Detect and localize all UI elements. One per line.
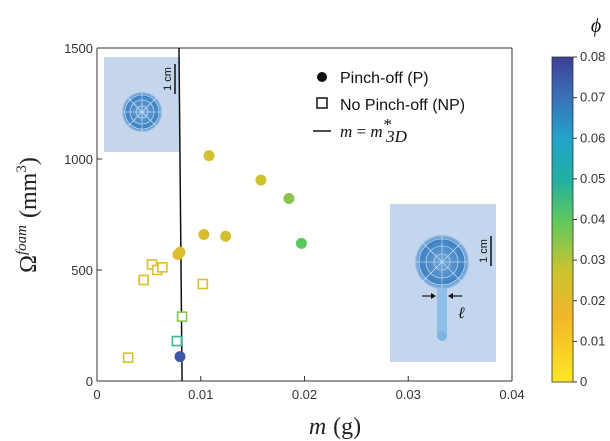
- inset-foam-p-drop: [437, 331, 447, 341]
- legend-marker-pinch-off: [317, 72, 327, 82]
- no-pinch-off-point: [157, 262, 168, 273]
- inset-foam-p-scale-label: 1 cm: [478, 239, 490, 263]
- data-points: [122, 150, 307, 363]
- colorbar: ϕ 0 0.01 0.02 0.03 0.04 0.05 0.06 0.07 0.08: [551, 15, 605, 389]
- pinch-off-point: [295, 237, 307, 249]
- colorbar-tick-label: 0.06: [580, 130, 605, 145]
- inset-foam-p-bubbles: [415, 235, 469, 289]
- x-tick-label: 0.02: [292, 387, 317, 402]
- colorbar-gradient: [551, 56, 574, 383]
- colorbar-tick-label: 0.02: [580, 293, 605, 308]
- colorbar-title: ϕ: [591, 15, 601, 37]
- colorbar-tick-label: 0.03: [580, 252, 605, 267]
- pinch-off-point: [255, 174, 267, 186]
- x-tick-label: 0.04: [499, 387, 524, 402]
- colorbar-tick-label: 0.04: [580, 212, 605, 227]
- pinch-off-point: [220, 230, 232, 242]
- y-tick-label: 0: [86, 374, 93, 389]
- legend-label-no-pinch-off: No Pinch-off (NP): [340, 97, 465, 114]
- pinch-off-point: [283, 193, 295, 205]
- pinch-off-point: [203, 150, 215, 162]
- colorbar-tick-label: 0.07: [580, 90, 605, 105]
- inset-foam-np-scale-label: 1 cm: [162, 67, 174, 91]
- legend-marker-no-pinch-off: [316, 97, 328, 109]
- y-ticks: 0 500 1000 1500: [64, 41, 102, 389]
- colorbar-ticks: 0 0.01 0.02 0.03 0.04 0.05 0.06 0.07 0.08: [573, 49, 605, 389]
- y-tick-label: 1000: [64, 152, 93, 167]
- inset-foam-p-gap-arrows: [422, 293, 462, 299]
- legend-label-threshold: m = m* 3D: [340, 115, 408, 146]
- legend-label-pinch-off: Pinch-off (P): [340, 70, 429, 87]
- colorbar-tick-label: 0.01: [580, 333, 605, 348]
- y-axis-label: Ωfoam(mm3): [14, 157, 42, 273]
- no-pinch-off-point: [171, 335, 183, 347]
- no-pinch-off-point: [197, 278, 209, 290]
- pinch-off-point: [174, 351, 186, 363]
- y-tick-label: 500: [71, 263, 93, 278]
- pinch-off-point: [198, 228, 210, 240]
- x-axis-label: m (g): [309, 414, 361, 440]
- x-tick-label: 0.03: [396, 387, 421, 402]
- colorbar-tick-label: 0: [580, 374, 587, 389]
- inset-foam-np-bubbles: [122, 92, 162, 132]
- inset-foam-p: 1 cm ℓ: [390, 204, 496, 362]
- x-tick-label: 0: [93, 387, 100, 402]
- inset-foam-np: 1 cm: [104, 57, 180, 152]
- no-pinch-off-point: [122, 352, 134, 363]
- no-pinch-off-point: [176, 311, 188, 322]
- no-pinch-off-point: [138, 274, 149, 286]
- threshold-line: [178, 47, 183, 382]
- pinch-off-point: [174, 246, 186, 258]
- y-tick-label: 1500: [64, 41, 93, 56]
- inset-foam-p-gap-label: ℓ: [458, 305, 465, 322]
- colorbar-tick-label: 0.08: [580, 49, 605, 64]
- x-ticks: 0 0.01 0.02 0.03 0.04: [93, 376, 525, 402]
- x-tick-label: 0.01: [188, 387, 213, 402]
- inset-foam-p-thread: [437, 288, 447, 336]
- legend: Pinch-off (P) No Pinch-off (NP) m = m* 3D: [313, 70, 465, 146]
- colorbar-tick-label: 0.05: [580, 171, 605, 186]
